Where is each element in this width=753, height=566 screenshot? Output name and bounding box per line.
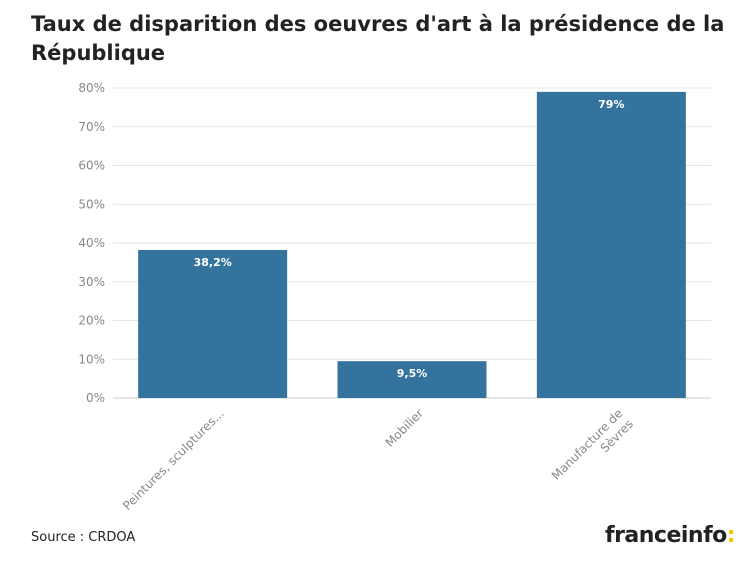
- y-tick-label: 50%: [78, 197, 105, 211]
- y-tick-label: 20%: [78, 314, 105, 328]
- x-tick-text: Mobilier: [383, 406, 427, 450]
- x-axis: Peintures, sculptures... Mobilier Manufact…: [120, 406, 636, 513]
- source-note: Source : CRDOA: [31, 530, 136, 545]
- x-tick-line: Peintures, sculptures...: [120, 406, 227, 513]
- franceinfo-logo: franceinfo:: [605, 523, 736, 548]
- y-tick-label: 0%: [86, 391, 105, 405]
- y-axis: 0% 10% 20% 30% 40% 50% 60% 70% 80%: [78, 81, 105, 405]
- y-tick-label: 40%: [78, 236, 105, 250]
- logo-colon: :: [726, 523, 736, 548]
- bar-layer: 38,2% 9,5% 79%: [138, 91, 686, 398]
- x-tick-label: Mobilier: [383, 406, 427, 450]
- chart-title: Taux de disparition des oeuvres d'art à …: [31, 12, 725, 65]
- x-tick-label: Peintures, sculptures...: [120, 406, 227, 513]
- y-tick-label: 70%: [78, 120, 105, 134]
- bar-value-label: 79%: [598, 98, 624, 111]
- x-tick-label: Manufacture deSèvres: [549, 406, 636, 493]
- logo-text: franceinfo: [605, 523, 727, 548]
- x-tick-line: Mobilier: [383, 406, 427, 450]
- x-tick-text: Manufacture deSèvres: [549, 406, 636, 493]
- y-tick-label: 80%: [78, 81, 105, 95]
- x-tick-text: Peintures, sculptures...: [120, 406, 227, 513]
- bar-value-label: 38,2%: [194, 256, 232, 269]
- bar-value-label: 9,5%: [397, 367, 428, 380]
- y-tick-label: 30%: [78, 275, 105, 289]
- y-tick-label: 10%: [78, 352, 105, 366]
- bar: [138, 249, 288, 398]
- bar: [536, 91, 686, 398]
- y-tick-label: 60%: [78, 159, 105, 173]
- bar: [337, 361, 487, 398]
